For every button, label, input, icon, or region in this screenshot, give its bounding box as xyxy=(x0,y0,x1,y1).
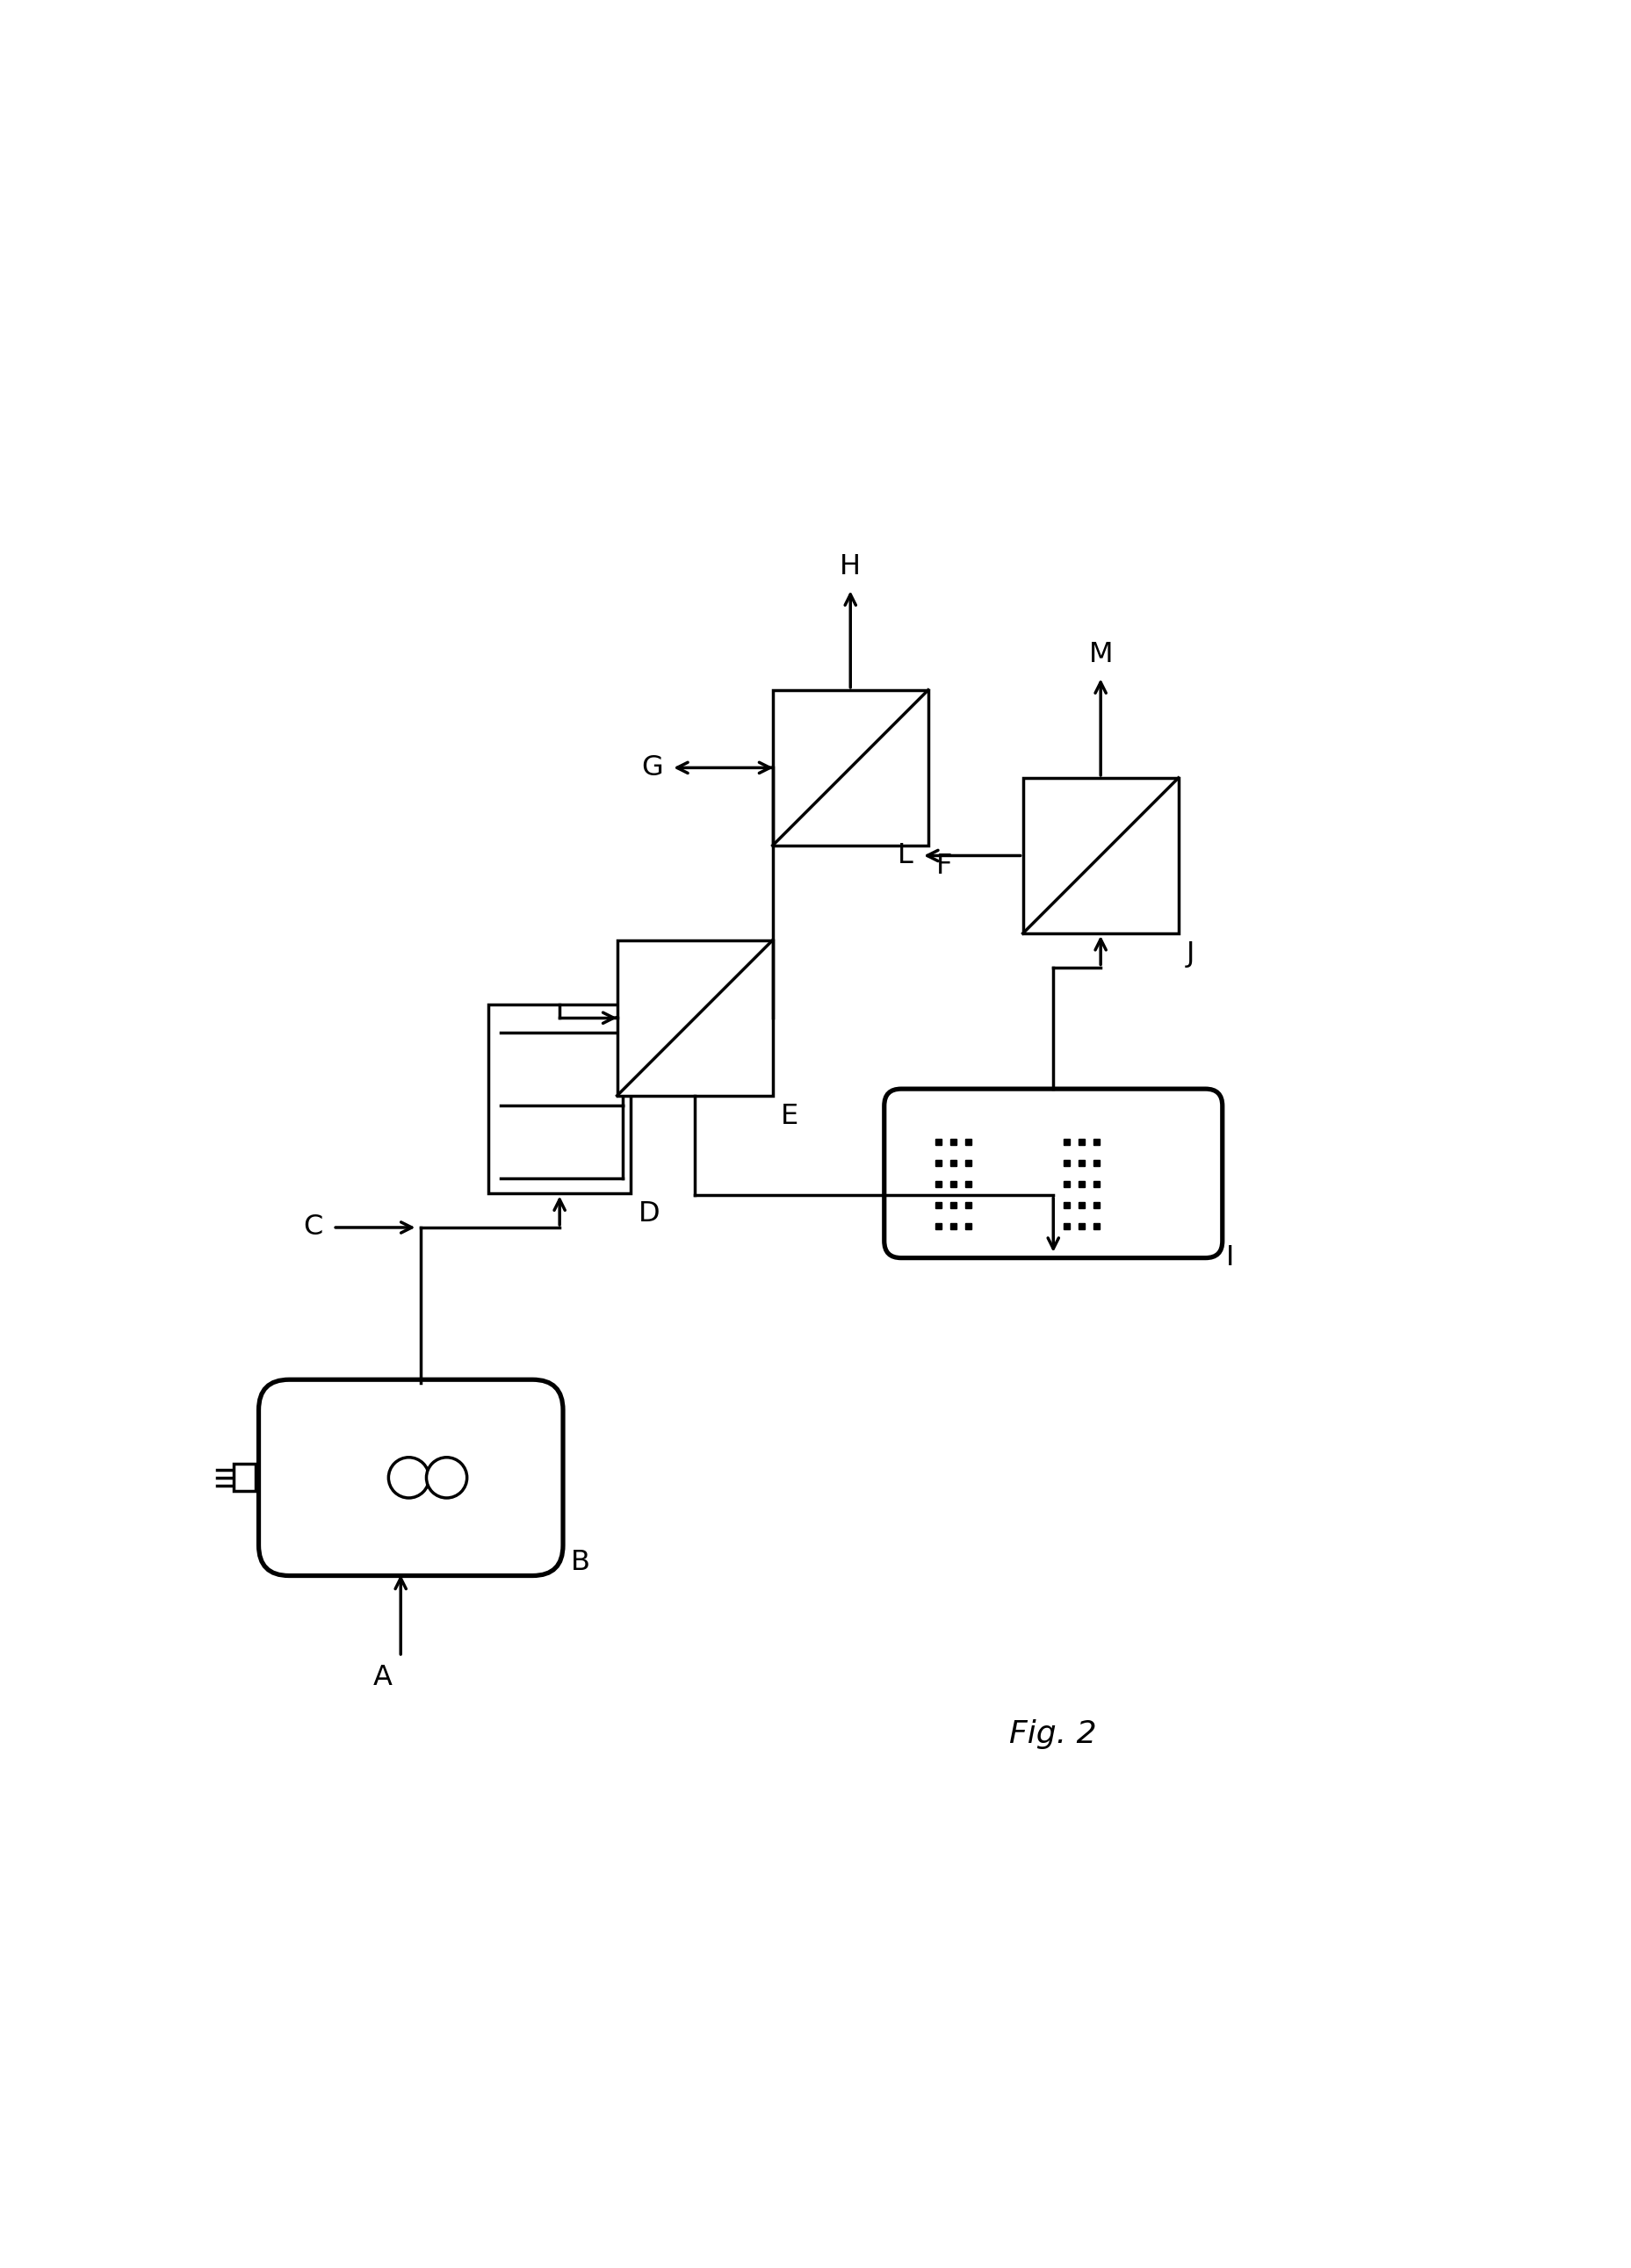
Circle shape xyxy=(388,1458,429,1497)
Text: F: F xyxy=(936,853,953,880)
FancyBboxPatch shape xyxy=(259,1379,563,1576)
Bar xyxy=(966,1182,970,1186)
Bar xyxy=(617,941,773,1095)
Bar xyxy=(966,1222,970,1229)
Bar xyxy=(1078,1202,1085,1209)
Text: M: M xyxy=(1088,642,1112,669)
Bar xyxy=(966,1161,970,1166)
Bar xyxy=(966,1202,970,1209)
Bar xyxy=(951,1161,956,1166)
Bar xyxy=(935,1161,941,1166)
Text: I: I xyxy=(1227,1245,1235,1272)
Bar xyxy=(1093,1182,1099,1186)
Bar xyxy=(1093,1161,1099,1166)
Text: A: A xyxy=(373,1662,393,1690)
Bar xyxy=(1063,1161,1070,1166)
Bar xyxy=(951,1202,956,1209)
Bar xyxy=(1078,1222,1085,1229)
Bar xyxy=(1078,1161,1085,1166)
Text: Fig. 2: Fig. 2 xyxy=(1010,1719,1098,1749)
Bar xyxy=(951,1139,956,1145)
Bar xyxy=(935,1182,941,1186)
Text: E: E xyxy=(781,1102,799,1129)
Circle shape xyxy=(426,1458,466,1497)
Text: L: L xyxy=(897,841,913,869)
Bar xyxy=(935,1202,941,1209)
Text: D: D xyxy=(639,1200,661,1227)
Text: C: C xyxy=(303,1213,323,1241)
Bar xyxy=(1063,1202,1070,1209)
Bar xyxy=(233,1465,256,1490)
Bar xyxy=(951,1222,956,1229)
Bar xyxy=(1078,1139,1085,1145)
Text: B: B xyxy=(571,1549,590,1576)
Bar xyxy=(1063,1222,1070,1229)
Bar xyxy=(1093,1202,1099,1209)
Bar xyxy=(1078,1182,1085,1186)
Text: G: G xyxy=(641,755,664,782)
Bar xyxy=(1063,1182,1070,1186)
Bar xyxy=(489,1005,631,1193)
Bar xyxy=(773,689,928,846)
Text: J: J xyxy=(1186,941,1196,968)
Bar xyxy=(1063,1139,1070,1145)
Bar xyxy=(1023,778,1179,934)
Bar xyxy=(1093,1139,1099,1145)
Text: H: H xyxy=(840,553,861,581)
Bar xyxy=(1093,1222,1099,1229)
Bar xyxy=(935,1222,941,1229)
FancyBboxPatch shape xyxy=(884,1089,1222,1259)
Bar xyxy=(935,1139,941,1145)
Bar xyxy=(966,1139,970,1145)
Bar xyxy=(951,1182,956,1186)
